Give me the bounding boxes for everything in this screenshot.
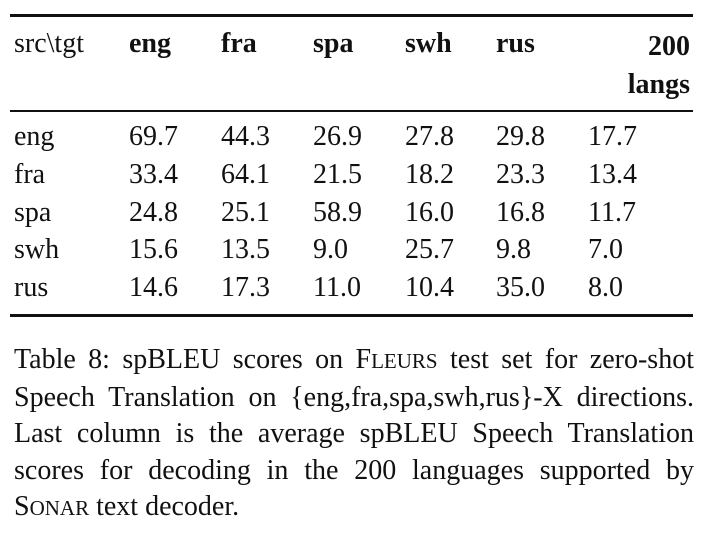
table-bottom-rule <box>10 314 693 317</box>
table-cell: 13.5 <box>221 234 270 265</box>
column-header-fra: fra <box>221 28 257 59</box>
table-cell: 16.0 <box>405 197 454 228</box>
table-cell: 16.8 <box>496 197 545 228</box>
table-cell: 25.7 <box>405 234 454 265</box>
table-cell: 29.8 <box>496 121 545 152</box>
row-label: swh <box>14 234 60 265</box>
table-cell: 9.8 <box>496 234 531 265</box>
column-header-200-langs: 200 langs <box>588 28 690 104</box>
table-cell: 35.0 <box>496 272 545 303</box>
row-label: fra <box>14 159 46 190</box>
table-cell: 15.6 <box>129 234 178 265</box>
table-cell: 17.7 <box>588 121 637 152</box>
table-cell: 25.1 <box>221 197 270 228</box>
caption-text: test set for zero-shot Speech Translatio… <box>14 344 694 486</box>
table-cell: 11.7 <box>588 197 636 228</box>
table-header-rule <box>10 110 693 112</box>
caption-text: text decoder. <box>89 491 240 522</box>
caption-fleurs-initial: F <box>355 344 372 375</box>
table-cell: 23.3 <box>496 159 545 190</box>
table-cell: 26.9 <box>313 121 362 152</box>
table-cell: 10.4 <box>405 272 454 303</box>
table-cell: 9.0 <box>313 234 348 265</box>
table-cell: 8.0 <box>588 272 623 303</box>
table-cell: 27.8 <box>405 121 454 152</box>
table-cell: 69.7 <box>129 121 178 152</box>
column-header-rus: rus <box>496 28 535 59</box>
table-cell: 33.4 <box>129 159 178 190</box>
caption-text: Table 8: spBLEU scores on <box>14 344 356 375</box>
table-top-rule <box>10 14 693 17</box>
caption-sonar-rest: ONAR <box>29 496 90 520</box>
column-header-eng: eng <box>129 28 171 59</box>
table-cell: 24.8 <box>129 197 178 228</box>
column-header-200-langs-line2: langs <box>627 69 690 100</box>
corner-header: src\tgt <box>14 28 84 59</box>
table-cell: 14.6 <box>129 272 178 303</box>
table-cell: 21.5 <box>313 159 362 190</box>
row-label: rus <box>14 272 49 303</box>
table-cell: 13.4 <box>588 159 637 190</box>
table-cell: 17.3 <box>221 272 270 303</box>
caption-sonar-initial: S <box>14 491 30 522</box>
column-header-200-langs-line1: 200 <box>648 31 690 62</box>
table-cell: 18.2 <box>405 159 454 190</box>
table-caption: Table 8: spBLEU scores on FLEURS test se… <box>14 342 694 527</box>
caption-fleurs-rest: LEURS <box>371 349 438 373</box>
table-cell: 7.0 <box>588 234 623 265</box>
table-cell: 11.0 <box>313 272 361 303</box>
row-label: eng <box>14 121 55 152</box>
table-cell: 58.9 <box>313 197 362 228</box>
table-cell: 44.3 <box>221 121 270 152</box>
column-header-spa: spa <box>313 28 354 59</box>
row-label: spa <box>14 197 52 228</box>
column-header-swh: swh <box>405 28 452 59</box>
table-cell: 64.1 <box>221 159 270 190</box>
